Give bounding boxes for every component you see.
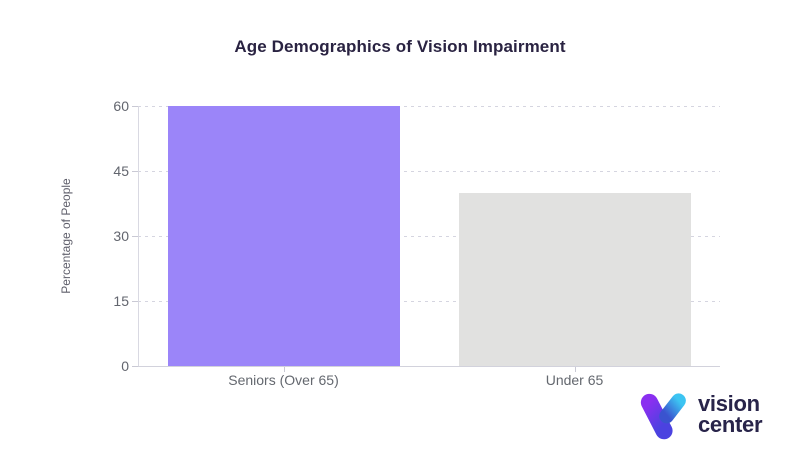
x-tick-under-65 xyxy=(574,367,576,372)
x-category-label-under-65: Under 65 xyxy=(545,372,604,388)
y-tick-label-60: 60 xyxy=(113,98,129,114)
logo-text: vision center xyxy=(698,391,763,437)
x-category-label-seniors-over-65: Seniors (Over 65) xyxy=(228,372,339,388)
x-axis-line xyxy=(138,366,720,367)
y-tick-label-15: 15 xyxy=(113,293,129,309)
logo-text-line2: center xyxy=(698,412,763,437)
y-tick-15 xyxy=(132,301,138,302)
y-tick-45 xyxy=(132,171,138,172)
gridline-y-30 xyxy=(138,236,720,237)
logo-text-line1: vision xyxy=(698,391,760,416)
y-tick-label-30: 30 xyxy=(113,228,129,244)
y-tick-0 xyxy=(132,366,138,367)
y-tick-label-45: 45 xyxy=(113,163,129,179)
plot-area xyxy=(138,106,720,366)
y-tick-30 xyxy=(132,236,138,237)
v-logo-icon xyxy=(640,393,686,440)
bar-under-65 xyxy=(458,192,691,366)
y-axis-title: Percentage of People xyxy=(59,178,73,294)
y-tick-60 xyxy=(132,106,138,107)
y-tick-label-0: 0 xyxy=(121,358,129,374)
gridline-y-60 xyxy=(138,106,720,107)
x-tick-seniors-over-65 xyxy=(283,367,285,372)
y-axis-line xyxy=(138,106,139,367)
gridline-y-45 xyxy=(138,171,720,172)
bar-seniors-over-65 xyxy=(167,106,400,366)
chart-title: Age Demographics of Vision Impairment xyxy=(234,37,566,56)
vision-center-logo: vision center xyxy=(638,392,793,442)
gridline-y-15 xyxy=(138,301,720,302)
